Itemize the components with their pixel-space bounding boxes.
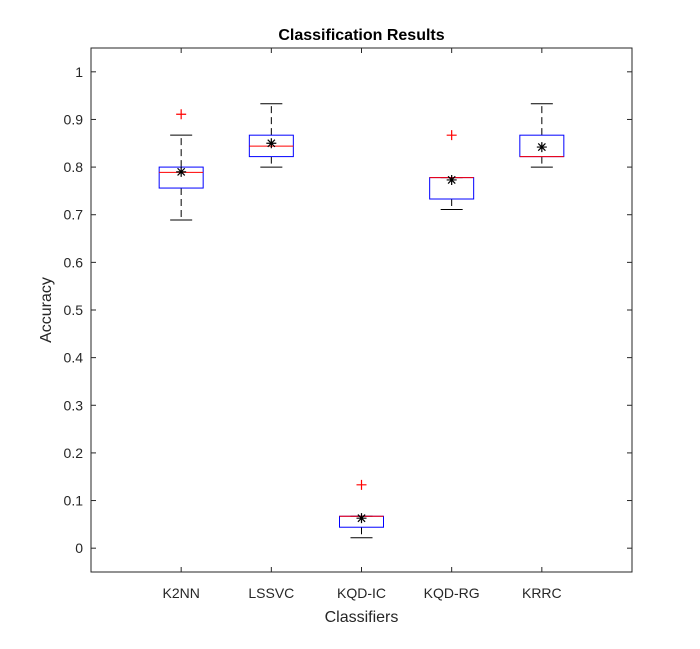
y-tick-label: 0.1	[64, 493, 84, 509]
y-tick-label: 0.2	[64, 445, 84, 461]
plot-frame	[90, 47, 633, 573]
x-tick-label: K2NN	[162, 585, 199, 601]
mean-marker	[176, 166, 187, 177]
x-tick-label: KRRC	[522, 585, 562, 601]
x-axis-title: Classifiers	[325, 609, 399, 626]
y-tick-label: 0	[75, 540, 83, 556]
box-krrc	[519, 103, 565, 168]
x-axis-ticks: K2NN LSSVC KQD-IC KQD-RG KRRC	[162, 48, 562, 601]
y-axis-title: Accuracy	[38, 277, 55, 343]
chart-title: Classification Results	[278, 27, 444, 44]
mean-marker	[266, 138, 277, 149]
x-tick-label: KQD-IC	[337, 585, 386, 601]
mean-marker	[356, 513, 367, 524]
mean-marker	[536, 142, 547, 153]
y-tick-label: 0.5	[64, 302, 84, 318]
y-tick-label: 1	[75, 64, 83, 80]
y-tick-label: 0.9	[64, 111, 84, 127]
y-tick-label: 0.6	[64, 254, 84, 270]
box-kqd-rg	[429, 130, 475, 210]
y-tick-label: 0.8	[64, 159, 84, 175]
box-k2nn	[158, 109, 204, 221]
outlier-point	[356, 479, 367, 490]
mean-marker	[446, 174, 457, 185]
box-lssvc	[248, 103, 294, 168]
x-tick-label: LSSVC	[248, 585, 294, 601]
box-kqd-ic	[339, 479, 384, 539]
y-axis-ticks: 0 0.1 0.2 0.3 0.4 0.5 0.6 0.7 0.8 0.9 1	[64, 64, 632, 556]
y-tick-label: 0.7	[64, 207, 84, 223]
y-tick-label: 0.4	[64, 350, 84, 366]
y-tick-label: 0.3	[64, 397, 84, 413]
box-series	[158, 103, 565, 539]
outlier-point	[176, 109, 187, 120]
outlier-point	[446, 130, 457, 141]
x-tick-label: KQD-RG	[424, 585, 480, 601]
